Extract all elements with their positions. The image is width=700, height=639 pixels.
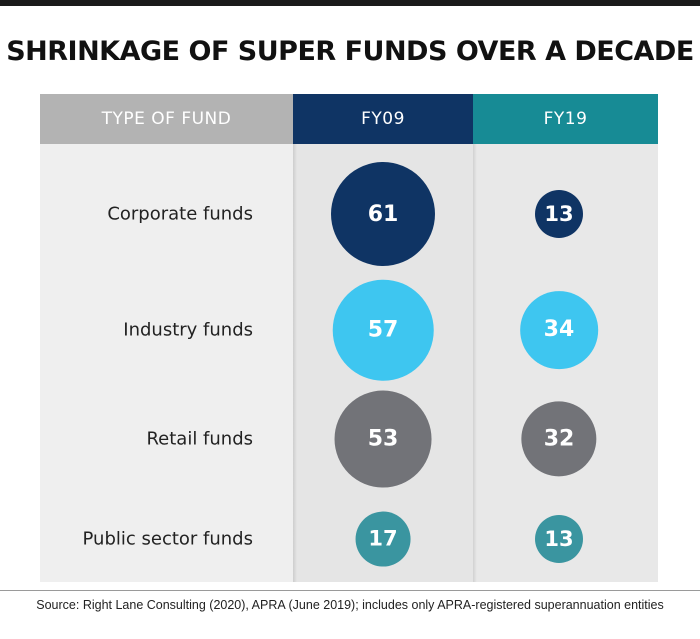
value-bubble: 57 bbox=[332, 279, 434, 381]
value-bubble: 61 bbox=[331, 162, 435, 266]
row-label: Public sector funds bbox=[82, 528, 254, 550]
fund-table: TYPE OF FUND FY09 FY19 Corporate funds 61… bbox=[40, 94, 658, 582]
value-bubble: 13 bbox=[535, 190, 583, 238]
column-shadow bbox=[473, 144, 477, 582]
row-label: Retail funds bbox=[146, 428, 253, 450]
value-bubble: 53 bbox=[334, 390, 432, 488]
chart-title: SHRINKAGE OF SUPER FUNDS OVER A DECADE bbox=[6, 36, 694, 67]
value-bubble: 17 bbox=[355, 511, 411, 567]
value-bubble: 34 bbox=[520, 291, 598, 369]
source-note: Source: Right Lane Consulting (2020), AP… bbox=[36, 598, 664, 612]
header-fy09: FY09 bbox=[293, 94, 473, 144]
top-rule bbox=[0, 0, 700, 6]
value-bubble: 32 bbox=[521, 401, 597, 477]
bottom-rule bbox=[0, 590, 700, 591]
row-label: Corporate funds bbox=[107, 203, 253, 225]
header-fy19: FY19 bbox=[473, 94, 658, 144]
label-column bbox=[40, 94, 293, 582]
column-shadow bbox=[293, 144, 297, 582]
value-bubble: 13 bbox=[535, 515, 583, 563]
header-type-of-fund: TYPE OF FUND bbox=[40, 94, 293, 144]
row-label: Industry funds bbox=[123, 319, 253, 341]
